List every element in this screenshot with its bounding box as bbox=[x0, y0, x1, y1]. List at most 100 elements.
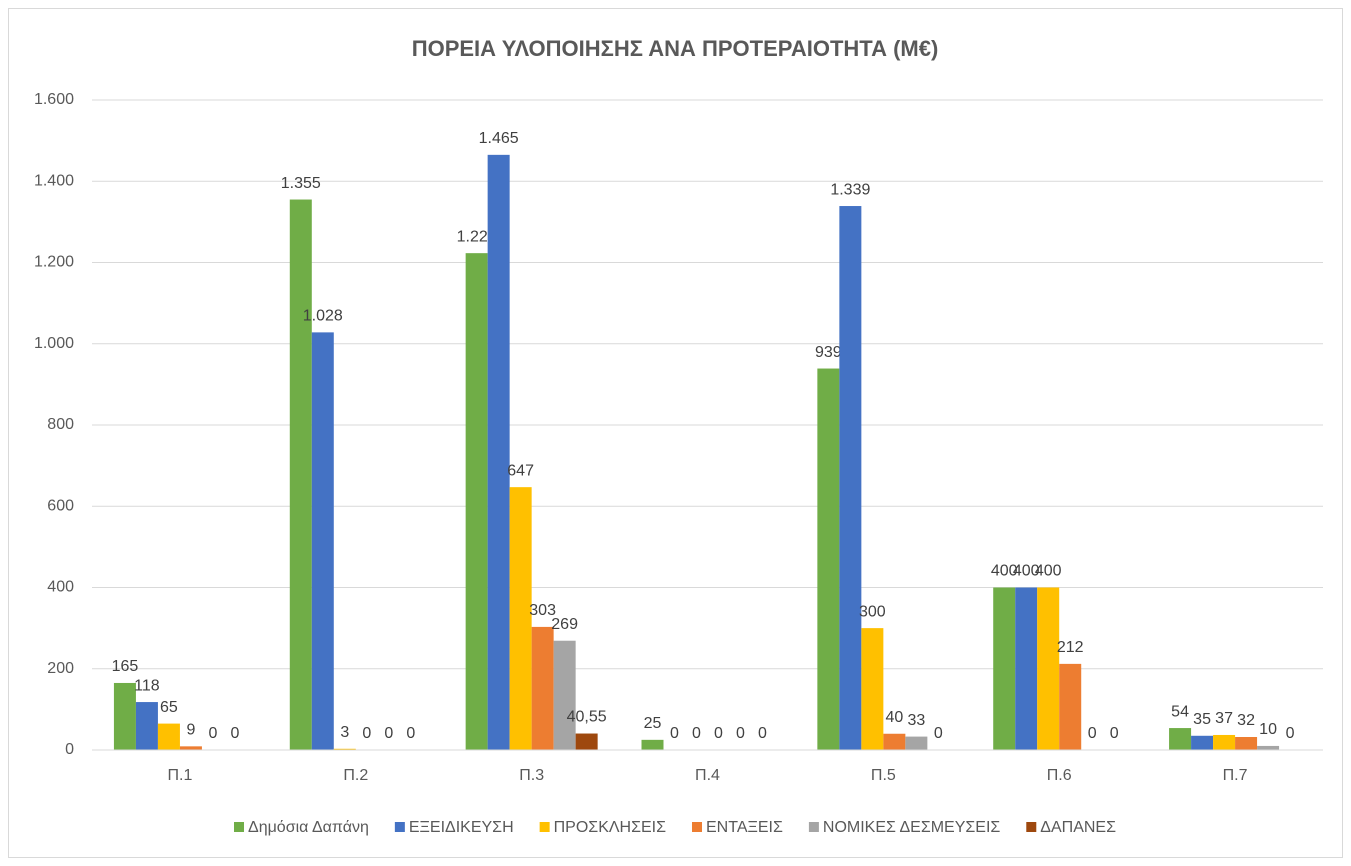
bar bbox=[509, 487, 532, 750]
bar bbox=[641, 739, 664, 750]
data-label: 0 bbox=[362, 725, 371, 742]
y-tick-label: 1.200 bbox=[34, 254, 74, 271]
bar bbox=[1037, 587, 1060, 750]
bar bbox=[333, 748, 356, 750]
bar bbox=[1059, 663, 1082, 750]
legend-label: ΠΡΟΣΚΛΗΣΕΙΣ bbox=[554, 819, 666, 836]
y-tick-label: 400 bbox=[47, 579, 74, 596]
data-label: 3 bbox=[340, 724, 349, 741]
bar bbox=[487, 154, 510, 750]
legend-swatch bbox=[394, 822, 405, 832]
y-tick-label: 200 bbox=[47, 660, 74, 677]
data-label: 54 bbox=[1171, 703, 1189, 720]
legend-label: ΝΟΜΙΚΕΣ ΔΕΣΜΕΥΣΕΙΣ bbox=[823, 819, 1001, 836]
y-tick-label: 800 bbox=[47, 416, 74, 433]
data-label: 0 bbox=[208, 725, 217, 742]
x-tick-label: Π.1 bbox=[167, 767, 192, 784]
data-label: 40 bbox=[885, 709, 903, 726]
data-label: 0 bbox=[714, 725, 723, 742]
bar bbox=[1235, 737, 1258, 750]
data-label: 1.223 bbox=[457, 228, 497, 245]
x-tick-label: Π.4 bbox=[695, 767, 720, 784]
data-label: 165 bbox=[112, 658, 139, 675]
data-label: 1.465 bbox=[479, 130, 519, 147]
legend-swatch bbox=[692, 822, 703, 832]
y-tick-label: 1.400 bbox=[34, 172, 74, 189]
data-label: 118 bbox=[134, 677, 160, 694]
data-label: 0 bbox=[1088, 725, 1097, 742]
data-label: 0 bbox=[934, 725, 943, 742]
bar bbox=[839, 206, 862, 750]
data-label: 939 bbox=[815, 344, 842, 361]
data-label: 0 bbox=[384, 725, 393, 742]
data-label: 0 bbox=[758, 725, 767, 742]
bar bbox=[1169, 728, 1192, 750]
legend-swatch bbox=[539, 822, 550, 832]
bar bbox=[861, 628, 884, 750]
chart-title: ΠΟΡΕΙΑ ΥΛΟΠΟΙΗΣΗΣ ΑΝΑ ΠΡΟΤΕΡΑΙΟΤΗΤΑ (Μ€) bbox=[412, 36, 939, 61]
bar bbox=[905, 736, 928, 750]
data-label: 0 bbox=[736, 725, 745, 742]
bar bbox=[289, 199, 312, 750]
legend-swatch bbox=[808, 822, 819, 832]
data-label: 400 bbox=[1035, 563, 1062, 580]
data-label: 0 bbox=[1286, 725, 1295, 742]
data-label: 35 bbox=[1193, 711, 1211, 728]
bar bbox=[179, 746, 202, 750]
bar bbox=[465, 253, 488, 750]
x-tick-label: Π.3 bbox=[519, 767, 544, 784]
bar bbox=[883, 733, 906, 750]
data-label: 300 bbox=[859, 603, 886, 620]
bar bbox=[1015, 587, 1038, 750]
data-label: 400 bbox=[1013, 563, 1040, 580]
y-tick-label: 0 bbox=[65, 741, 74, 758]
bar bbox=[575, 733, 598, 750]
data-label: 37 bbox=[1215, 710, 1233, 727]
data-label: 32 bbox=[1237, 712, 1255, 729]
data-label: 0 bbox=[406, 725, 415, 742]
bar bbox=[311, 332, 334, 750]
data-label: 0 bbox=[692, 725, 701, 742]
data-label: 25 bbox=[644, 715, 662, 732]
y-tick-label: 1.600 bbox=[34, 91, 74, 108]
data-label: 9 bbox=[186, 722, 195, 739]
bar bbox=[531, 626, 554, 750]
data-label: 303 bbox=[529, 602, 556, 619]
data-label: 0 bbox=[230, 725, 239, 742]
bar bbox=[157, 723, 180, 750]
bar bbox=[817, 368, 840, 750]
bar bbox=[1257, 745, 1280, 750]
data-label: 0 bbox=[670, 725, 679, 742]
data-label: 10 bbox=[1259, 721, 1277, 738]
bar bbox=[113, 682, 136, 750]
data-label: 40,55 bbox=[567, 709, 607, 726]
x-tick-label: Π.6 bbox=[1047, 767, 1072, 784]
bar bbox=[1191, 735, 1214, 750]
data-label: 212 bbox=[1057, 639, 1084, 656]
data-label: 1.339 bbox=[830, 181, 870, 198]
bar bbox=[135, 702, 158, 750]
data-label: 0 bbox=[1110, 725, 1119, 742]
bar bbox=[1213, 734, 1236, 750]
y-tick-label: 1.000 bbox=[34, 335, 74, 352]
legend-label: ΕΝΤΑΞΕΙΣ bbox=[706, 819, 783, 836]
legend-label: ΕΞΕΙΔΙΚΕΥΣΗ bbox=[409, 819, 514, 836]
x-tick-label: Π.7 bbox=[1223, 767, 1248, 784]
data-label: 269 bbox=[551, 616, 578, 633]
legend-label: ΔΑΠΑΝΕΣ bbox=[1040, 819, 1116, 836]
data-label: 1.028 bbox=[303, 308, 343, 325]
data-label: 33 bbox=[907, 712, 925, 729]
legend-swatch bbox=[1026, 822, 1037, 832]
data-label: 647 bbox=[507, 462, 534, 479]
y-tick-label: 600 bbox=[47, 497, 74, 514]
data-label: 1.355 bbox=[281, 175, 321, 192]
legend-label: Δημόσια Δαπάνη bbox=[248, 819, 369, 836]
chart-border bbox=[8, 8, 1343, 858]
x-tick-label: Π.5 bbox=[871, 767, 896, 784]
x-tick-label: Π.2 bbox=[343, 767, 368, 784]
legend-swatch bbox=[234, 822, 245, 832]
bar bbox=[553, 640, 576, 750]
data-label: 65 bbox=[160, 699, 178, 716]
bar bbox=[993, 587, 1016, 750]
